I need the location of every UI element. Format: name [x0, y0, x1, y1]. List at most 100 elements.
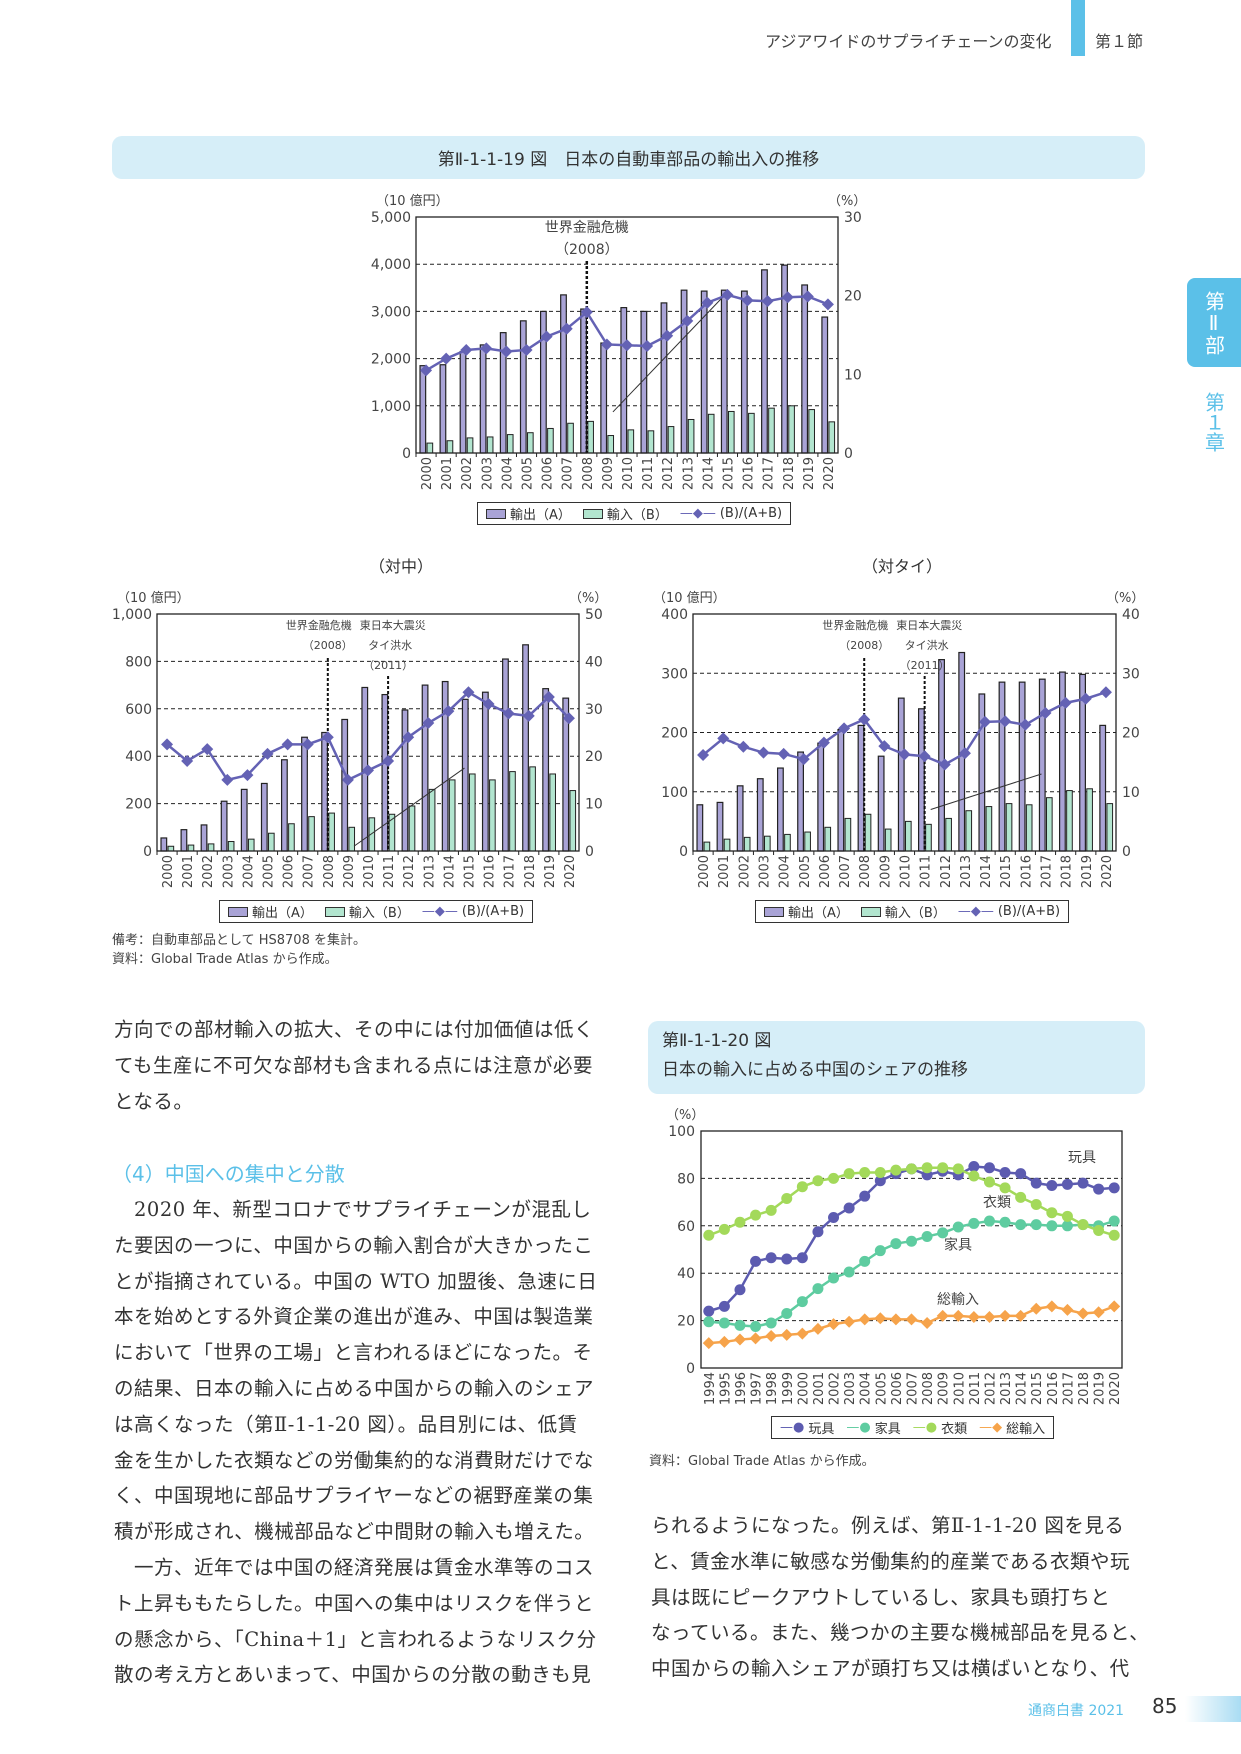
x-tick-label: 1995: [718, 1372, 733, 1405]
data-point: [968, 1161, 980, 1173]
legend-label: 家具: [874, 1422, 901, 1437]
bar-exports: [321, 731, 329, 852]
body-paragraph-right: られるようになった。例えば、第Ⅱ-1-1-20 図を見る と、賃金水準に敏感な労働…: [651, 1508, 1171, 1687]
y-tick-label: 40: [677, 1266, 695, 1282]
y2-tick-label: 30: [1122, 666, 1140, 682]
data-point: [937, 1227, 949, 1239]
ratio-marker: [560, 322, 573, 335]
data-point: [812, 1283, 824, 1295]
bar-exports: [519, 320, 527, 454]
x-tick-label: 2020: [822, 457, 837, 490]
trend-arrow: [353, 767, 465, 847]
bar-imports: [408, 805, 416, 852]
bar-imports: [925, 823, 932, 852]
series-label-clothing: 衣類: [983, 1195, 1011, 1211]
y2-tick-label: 10: [1122, 785, 1140, 801]
x-tick-label: 2013: [681, 457, 696, 490]
bar-imports: [207, 843, 215, 852]
data-point: [999, 1216, 1011, 1228]
bar-exports: [479, 344, 487, 454]
x-tick-label: 2007: [906, 1372, 921, 1405]
legend-china: 輸出（A） 輸入（B） —◆— (B)/(A+B): [219, 900, 534, 923]
x-tick-label: 2011: [641, 457, 656, 490]
data-point: [812, 1226, 824, 1238]
data-point: [843, 1315, 856, 1328]
x-tick-label: 2008: [858, 855, 873, 888]
ratio-marker: [440, 352, 453, 365]
y2-tick-label: 20: [585, 749, 603, 765]
data-point: [1108, 1300, 1121, 1313]
china-subtitle: （対中）: [369, 557, 434, 576]
x-tick-label: 2014: [1015, 1372, 1030, 1405]
x-tick-label: 2012: [402, 855, 417, 888]
bar-exports: [736, 785, 744, 852]
x-tick-label: 2008: [921, 1372, 936, 1405]
bar-imports: [489, 779, 496, 852]
side-tab-part[interactable]: 第Ⅱ部: [1187, 278, 1241, 367]
x-tick-label: 2005: [798, 855, 813, 888]
data-point: [765, 1204, 777, 1216]
annotation-label: 東日本大震災: [360, 618, 426, 632]
bar-imports: [569, 790, 577, 852]
data-point: [1061, 1303, 1074, 1316]
x-tick-label: 2014: [979, 855, 994, 888]
figure-19-note: 備考：自動車部品として HS8708 を集計。: [112, 933, 366, 948]
y-axis-unit: （%）: [666, 1108, 704, 1123]
data-point: [890, 1238, 902, 1250]
data-point: [983, 1176, 995, 1188]
data-point: [828, 1172, 840, 1184]
data-point: [859, 1255, 871, 1267]
data-point: [1045, 1300, 1058, 1313]
figure-20-title: 第Ⅱ-1-1-20 図 日本の輸入に占める中国のシェアの推移: [648, 1021, 1145, 1094]
legend-label: 輸入（B）: [884, 906, 946, 921]
text-line: 一方、近年では中国の経済発展は賃金水準等のコス: [114, 1555, 595, 1579]
legend-label: 輸出（A）: [252, 906, 313, 921]
bar-imports: [486, 436, 494, 454]
bar-imports: [567, 422, 574, 454]
annotation-label-2: タイ洪水: [905, 638, 949, 652]
ratio-marker: [938, 758, 951, 771]
plot-frame: [415, 216, 839, 454]
x-tick-label: 2004: [241, 855, 256, 888]
side-tab-chapter[interactable]: 第１章: [1201, 392, 1226, 452]
x-tick-label: 1994: [703, 1372, 718, 1405]
ratio-marker: [402, 731, 415, 744]
x-tick-label: 2002: [201, 855, 216, 888]
text-line: と、賃金水準に敏感な労働集約的産業である衣類や玩: [651, 1549, 1131, 1573]
x-tick-label: 2010: [621, 457, 636, 490]
x-tick-label: 2020: [1100, 855, 1115, 888]
x-tick-label: 2005: [521, 457, 536, 490]
ratio-marker: [797, 753, 810, 766]
x-tick-label: 2010: [362, 855, 377, 888]
x-tick-label: 2011: [919, 855, 934, 888]
ratio-marker: [858, 713, 871, 726]
bar-exports: [620, 307, 628, 454]
bar-imports: [549, 773, 556, 852]
data-point: [750, 1321, 762, 1333]
bar-exports: [600, 342, 608, 454]
x-tick-label: 2002: [828, 1372, 843, 1405]
data-point: [859, 1166, 871, 1178]
ratio-marker: [480, 342, 493, 355]
data-point: [1030, 1177, 1042, 1189]
header-accent-bar: [1071, 0, 1085, 56]
data-point: [811, 1322, 824, 1335]
bar-imports: [965, 810, 973, 852]
y-tick-label: 600: [125, 702, 152, 718]
y-tick-label: 80: [677, 1171, 695, 1187]
bar-exports: [720, 289, 728, 454]
data-point: [983, 1311, 996, 1324]
text-line: られるようになった。例えば、第Ⅱ-1-1-20 図を見る: [651, 1514, 1125, 1537]
x-tick-label: 2000: [161, 855, 176, 888]
text-line: ても生産に不可欠な部材も含まれる点には注意が必要: [114, 1053, 594, 1077]
ratio-marker: [321, 731, 334, 744]
text-line: た要因の一つに、中国からの輸入割合が大きかったこ: [114, 1233, 594, 1257]
x-tick-label: 2013: [422, 855, 437, 888]
ratio-marker: [781, 291, 794, 304]
bar-imports: [527, 432, 534, 454]
x-tick-label: 1996: [734, 1372, 749, 1405]
text-line: く、中国現地に部品サプライヤーなどの裾野産業の集: [114, 1484, 594, 1508]
text-line: 金を生かした衣類などの労働集約的な消費財だけでな: [114, 1448, 595, 1472]
data-point: [843, 1202, 855, 1214]
data-point: [1030, 1219, 1042, 1231]
